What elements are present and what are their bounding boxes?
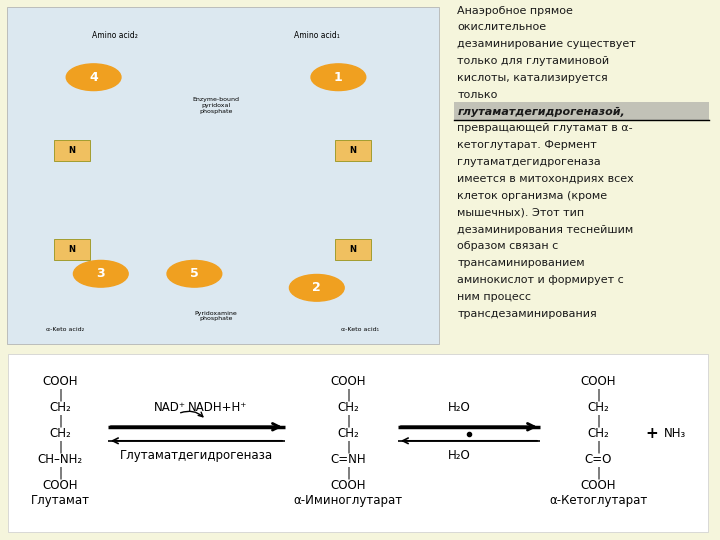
Text: трансаминированием: трансаминированием — [457, 258, 585, 268]
Text: кислоты, катализируется: кислоты, катализируется — [457, 73, 608, 83]
Text: CH₂: CH₂ — [337, 427, 359, 440]
Text: превращающей глутамат в α-: превращающей глутамат в α- — [457, 124, 633, 133]
Circle shape — [66, 64, 121, 91]
Text: образом связан с: образом связан с — [457, 241, 559, 252]
Text: 4: 4 — [89, 71, 98, 84]
Text: COOH: COOH — [330, 375, 366, 388]
Text: кетоглутарат. Фермент: кетоглутарат. Фермент — [457, 140, 597, 150]
Text: ним процесс: ним процесс — [457, 292, 531, 302]
Bar — [54, 239, 90, 260]
Text: COOH: COOH — [42, 375, 78, 388]
Text: NAD⁺: NAD⁺ — [154, 401, 186, 414]
Text: Глутаматдегидрогеназа: Глутаматдегидрогеназа — [120, 449, 273, 462]
Text: только для глутаминовой: только для глутаминовой — [457, 56, 609, 66]
Text: COOH: COOH — [42, 480, 78, 492]
Text: α-Keto acid₂: α-Keto acid₂ — [46, 327, 84, 333]
Text: N: N — [349, 245, 356, 254]
Text: окислительное: окислительное — [457, 22, 546, 32]
Text: CH₂: CH₂ — [49, 401, 71, 414]
Bar — [454, 103, 709, 120]
Text: |: | — [346, 414, 350, 427]
Text: Глутамат: Глутамат — [30, 494, 89, 507]
Text: Анаэробное прямое: Анаэробное прямое — [457, 5, 573, 16]
Text: α-Keto acid₁: α-Keto acid₁ — [341, 327, 379, 333]
Text: NADH+H⁺: NADH+H⁺ — [189, 401, 248, 414]
Text: 5: 5 — [190, 267, 199, 280]
Text: α-Иминоглутарат: α-Иминоглутарат — [294, 494, 402, 507]
Text: H₂O: H₂O — [448, 401, 470, 414]
Text: COOH: COOH — [330, 480, 366, 492]
Text: аминокислот и формирует с: аминокислот и формирует с — [457, 275, 624, 285]
Text: Amino acid₁: Amino acid₁ — [294, 31, 340, 39]
Text: N: N — [68, 245, 76, 254]
Text: C=NH: C=NH — [330, 454, 366, 467]
Text: C=O: C=O — [585, 454, 612, 467]
Text: Amino acid₂: Amino acid₂ — [92, 31, 138, 39]
Text: дезаминирование существует: дезаминирование существует — [457, 39, 636, 49]
Text: дезаминирования теснейшим: дезаминирования теснейшим — [457, 225, 634, 234]
Text: CH₂: CH₂ — [337, 401, 359, 414]
Text: COOH: COOH — [580, 480, 616, 492]
Text: только: только — [457, 90, 498, 100]
Text: Enzyme-bound
pyridoxal
phosphate: Enzyme-bound pyridoxal phosphate — [192, 97, 240, 113]
Text: CH₂: CH₂ — [49, 427, 71, 440]
Text: N: N — [349, 146, 356, 156]
Text: имеется в митохондриях всех: имеется в митохондриях всех — [457, 174, 634, 184]
Text: |: | — [596, 440, 600, 453]
Bar — [335, 239, 371, 260]
Text: H₂O: H₂O — [448, 449, 470, 462]
Bar — [335, 140, 371, 161]
Text: α-Кетоглутарат: α-Кетоглутарат — [549, 494, 647, 507]
Text: N: N — [68, 146, 76, 156]
Text: клеток организма (кроме: клеток организма (кроме — [457, 191, 608, 201]
Text: 2: 2 — [312, 281, 321, 294]
Text: CH₂: CH₂ — [587, 401, 609, 414]
Text: COOH: COOH — [580, 375, 616, 388]
Bar — [7, 7, 439, 344]
Text: |: | — [596, 388, 600, 401]
Text: CH–NH₂: CH–NH₂ — [37, 454, 83, 467]
Text: |: | — [346, 388, 350, 401]
Text: |: | — [346, 440, 350, 453]
Circle shape — [73, 260, 128, 287]
Text: глутаматдегидрогеназа: глутаматдегидрогеназа — [457, 157, 601, 167]
Text: глутаматдегидрогеназой,: глутаматдегидрогеназой, — [457, 106, 625, 117]
Text: |: | — [596, 414, 600, 427]
Text: Pyridoxamine
phosphate: Pyridoxamine phosphate — [194, 310, 238, 321]
Text: |: | — [596, 467, 600, 480]
Text: мышечных). Этот тип: мышечных). Этот тип — [457, 208, 585, 218]
Circle shape — [311, 64, 366, 91]
Circle shape — [167, 260, 222, 287]
Text: NH₃: NH₃ — [664, 427, 686, 440]
Text: |: | — [58, 467, 62, 480]
Circle shape — [289, 274, 344, 301]
Text: |: | — [58, 440, 62, 453]
Text: +: + — [646, 426, 658, 441]
Text: |: | — [346, 467, 350, 480]
Text: |: | — [58, 388, 62, 401]
Text: 3: 3 — [96, 267, 105, 280]
Text: трансдезаминирования: трансдезаминирования — [457, 309, 597, 319]
Bar — [54, 140, 90, 161]
Text: CH₂: CH₂ — [587, 427, 609, 440]
Text: 1: 1 — [334, 71, 343, 84]
Text: |: | — [58, 414, 62, 427]
